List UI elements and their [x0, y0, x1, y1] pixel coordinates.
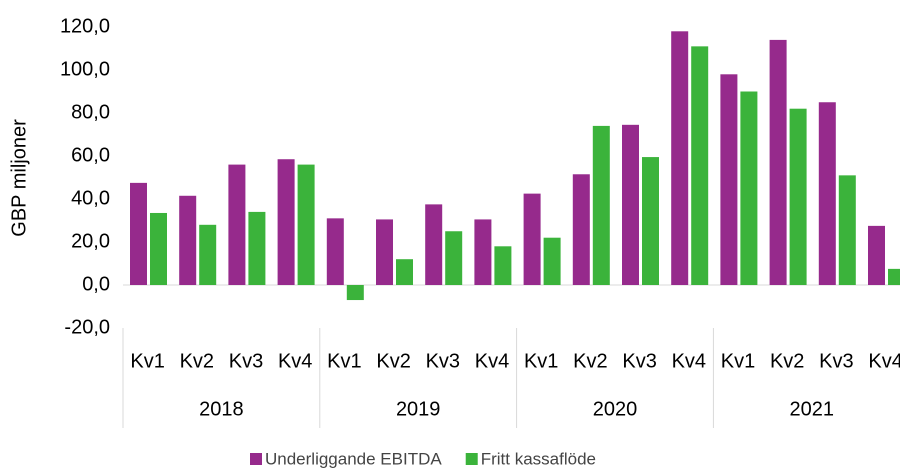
- bar: [150, 212, 167, 285]
- x-tick-label: Kv4: [475, 350, 509, 372]
- bar: [642, 157, 659, 285]
- bar: [474, 219, 492, 285]
- y-tick-label: 100,0: [60, 58, 110, 80]
- x-tick-label: Kv3: [622, 350, 656, 372]
- y-tick-label: -20,0: [64, 316, 110, 338]
- bar: [376, 219, 393, 285]
- bar: [425, 204, 443, 285]
- group-label: 2018: [199, 398, 244, 420]
- x-tick-label: Kv1: [524, 350, 558, 372]
- bar: [494, 246, 512, 285]
- legend-label: Fritt kassaflöde: [481, 449, 596, 468]
- bar: [346, 285, 364, 301]
- x-tick-label: Kv4: [868, 350, 900, 372]
- bar: [740, 91, 758, 285]
- bar: [868, 225, 885, 285]
- bar: [789, 108, 807, 285]
- bar: [622, 124, 639, 285]
- legend-label: Underliggande EBITDA: [265, 449, 442, 468]
- x-tick-label: Kv2: [376, 350, 410, 372]
- x-tick-label: Kv3: [819, 350, 853, 372]
- x-tick-label: Kv1: [130, 350, 164, 372]
- bar: [326, 218, 344, 285]
- x-tick-label: Kv2: [770, 350, 804, 372]
- bar: [277, 159, 295, 285]
- bar: [297, 164, 315, 285]
- bar: [199, 224, 217, 285]
- bar: [248, 211, 266, 285]
- x-tick-label: Kv3: [426, 350, 460, 372]
- y-tick-label: 80,0: [71, 101, 110, 123]
- bar: [818, 102, 836, 285]
- x-tick-label: Kv2: [573, 350, 607, 372]
- x-tick-label: Kv4: [672, 350, 706, 372]
- bar: [543, 237, 561, 285]
- bar: [691, 46, 709, 285]
- y-tick-label: 20,0: [71, 230, 110, 252]
- bar: [523, 193, 541, 285]
- group-label: 2020: [593, 398, 638, 420]
- x-tick-label: Kv4: [278, 350, 312, 372]
- bar: [888, 268, 900, 285]
- legend-swatch: [465, 453, 478, 465]
- y-tick-label: 0,0: [82, 273, 110, 295]
- y-tick-label: 40,0: [71, 187, 110, 209]
- bar: [769, 39, 787, 286]
- bar: [445, 231, 463, 285]
- bar: [396, 259, 413, 285]
- y-tick-label: 60,0: [71, 144, 110, 166]
- bar: [592, 125, 610, 286]
- x-tick-label: Kv2: [180, 350, 214, 372]
- bar: [671, 31, 689, 285]
- group-label: 2021: [790, 398, 835, 420]
- legend-swatch: [250, 453, 262, 465]
- bar: [228, 164, 246, 285]
- x-tick-label: Kv1: [327, 350, 361, 372]
- bar: [130, 182, 147, 285]
- bar: [720, 74, 738, 285]
- bar: [838, 175, 856, 285]
- bar: [572, 174, 590, 285]
- x-tick-label: Kv1: [721, 350, 755, 372]
- x-tick-label: Kv3: [229, 350, 263, 372]
- y-tick-label: 120,0: [60, 15, 110, 37]
- group-label: 2019: [396, 398, 441, 420]
- y-axis-label: GBP miljoner: [8, 119, 30, 237]
- bar: [179, 195, 197, 285]
